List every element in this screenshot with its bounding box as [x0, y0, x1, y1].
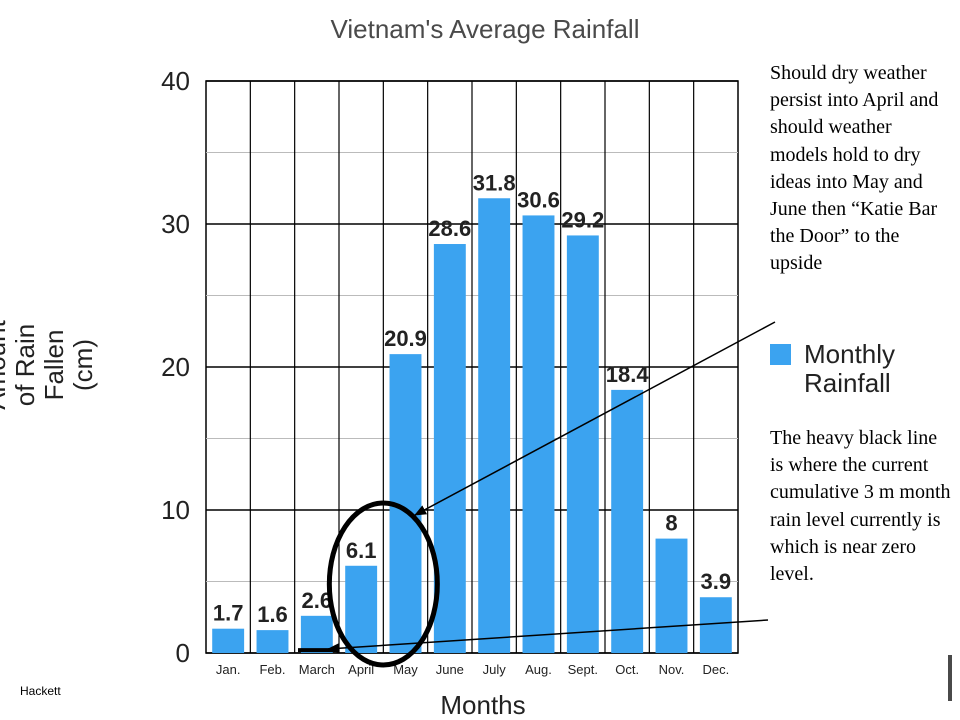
bar-value-label: 30.6 — [517, 187, 560, 212]
x-tick-label: June — [436, 662, 464, 677]
bar — [699, 597, 732, 653]
x-tick-label: Sept. — [568, 662, 598, 677]
x-tick-label: Nov. — [659, 662, 685, 677]
annotation-note-top: Should dry weather persist into April an… — [770, 62, 939, 275]
bar — [611, 389, 644, 653]
bar-value-label: 28.6 — [428, 216, 471, 241]
y-tick-label: 10 — [161, 495, 190, 525]
annotation-note-bottom: The heavy black line is where the curren… — [770, 427, 951, 586]
legend-label-line: Monthly — [804, 339, 896, 369]
x-tick-label: Feb. — [259, 662, 285, 677]
x-tick-label: Oct. — [615, 662, 639, 677]
bar — [300, 615, 333, 653]
annotations — [298, 321, 776, 668]
highlight-ellipse — [326, 500, 440, 668]
y-axis-label-line: of Rain — [10, 324, 40, 406]
bar — [212, 628, 245, 653]
bar-value-label: 6.1 — [346, 538, 377, 563]
grid — [205, 80, 739, 654]
bar-value-label: 1.7 — [213, 601, 244, 626]
y-tick-label: 30 — [161, 209, 190, 239]
value-labels: 1.7 1.6 2.6 6.1 20.9 28.631.830.629.2 18.4 8 3.9 — [213, 170, 731, 627]
x-tick-label: July — [483, 662, 507, 677]
legend-label-line: Rainfall — [804, 368, 891, 398]
chart-title: Vietnam's Average Rainfall — [331, 14, 640, 44]
bar — [345, 565, 378, 653]
bar-value-label: 18.4 — [606, 362, 650, 387]
x-tick-label: March — [299, 662, 335, 677]
bar — [655, 538, 688, 653]
legend-label: Monthly Rainfall — [804, 340, 954, 398]
bar-value-label: 2.6 — [302, 588, 333, 613]
x-tick-label: April — [348, 662, 374, 677]
y-tick-label: 20 — [161, 352, 190, 382]
x-axis-label: Months — [440, 690, 525, 720]
bar-value-label: 8 — [665, 511, 677, 536]
author-watermark: Hackett — [20, 684, 61, 698]
bar — [566, 235, 599, 653]
x-tick-label: May — [393, 662, 418, 677]
annotation-arrow-bottom — [327, 619, 769, 654]
y-axis-label-line: Fallen — [39, 330, 69, 401]
y-axis-label-line: (cm) — [68, 339, 98, 391]
annotation-arrow-top — [414, 321, 776, 516]
bar — [522, 215, 555, 654]
x-tick-labels: Jan. Feb. March April May June July Aug. Sept. Oc… — [216, 662, 729, 677]
x-tick-label: Dec. — [702, 662, 729, 677]
x-tick-label: Jan. — [216, 662, 241, 677]
bar-value-label: 1.6 — [257, 602, 288, 627]
bar — [256, 630, 289, 653]
legend-swatch — [770, 344, 791, 365]
bar-value-label: 3.9 — [701, 569, 732, 594]
bar — [478, 198, 511, 653]
x-tick-label: Aug. — [525, 662, 552, 677]
bar-value-label: 20.9 — [384, 326, 427, 351]
bar-value-label: 31.8 — [473, 170, 516, 195]
y-axis-label-line: Amount — [0, 319, 11, 409]
y-axis-label: Amount of Rain Fallen (cm) — [0, 319, 98, 409]
y-tick-label: 0 — [176, 638, 190, 668]
edge-bar — [948, 655, 952, 701]
y-tick-labels: 0 10 20 30 40 — [161, 66, 190, 668]
y-tick-label: 40 — [161, 66, 190, 96]
bar-value-label: 29.2 — [561, 207, 604, 232]
